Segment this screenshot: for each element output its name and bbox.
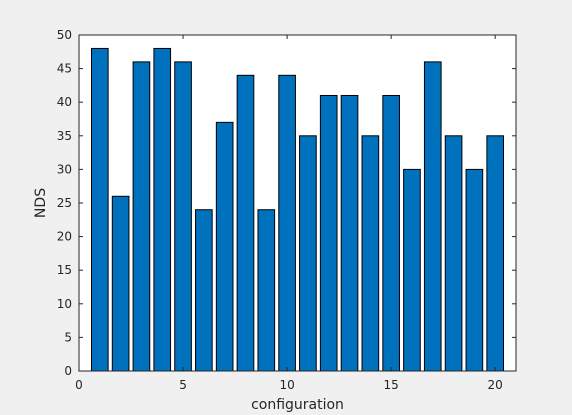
y-tick-label: 5: [64, 330, 72, 344]
axes-background: [79, 35, 516, 371]
y-tick-labels: 0 5 10 15 20 25 30 35 40 45 50: [57, 28, 72, 378]
bar-1: [90, 47, 109, 372]
axes-box: [78, 34, 517, 372]
bar-13: [340, 94, 359, 372]
y-axis-label: NDS: [33, 188, 49, 218]
bar-19: [465, 168, 484, 372]
bar-7: [215, 121, 234, 372]
x-tick-label: 0: [75, 378, 83, 392]
y-tick-label: 10: [57, 297, 72, 311]
bar-18: [444, 135, 463, 372]
bar-5: [174, 61, 192, 372]
bars: [90, 47, 505, 372]
y-tick-label: 50: [57, 28, 72, 42]
bar-9: [257, 209, 276, 372]
y-tick-label: 15: [57, 263, 72, 277]
bar-6: [195, 209, 213, 372]
y-tick-label: 0: [64, 364, 72, 378]
bar-14: [361, 135, 380, 372]
y-tick-label: 40: [57, 95, 72, 109]
bar-2: [111, 195, 130, 372]
bar-11: [299, 135, 317, 372]
bar-3: [132, 61, 151, 372]
y-tick-label: 35: [57, 129, 72, 143]
bar-15: [382, 94, 400, 372]
x-tick-labels: 0 5 10 15 20: [75, 378, 503, 392]
bar-8: [236, 74, 255, 372]
bar-10: [278, 74, 296, 372]
y-tick-label: 45: [57, 62, 72, 76]
bar-20: [486, 135, 505, 372]
bar-16: [403, 168, 421, 372]
x-tick-label: 10: [279, 378, 294, 392]
y-tick-label: 20: [57, 230, 72, 244]
bar-17: [423, 61, 442, 372]
x-tick-label: 5: [179, 378, 187, 392]
bar-12: [319, 94, 338, 372]
x-tick-label: 20: [488, 378, 503, 392]
x-axis-label: configuration: [251, 397, 344, 413]
y-tick-label: 30: [57, 162, 72, 176]
x-tick-label: 15: [383, 378, 398, 392]
bar-4: [153, 47, 172, 372]
y-tick-label: 25: [57, 196, 72, 210]
